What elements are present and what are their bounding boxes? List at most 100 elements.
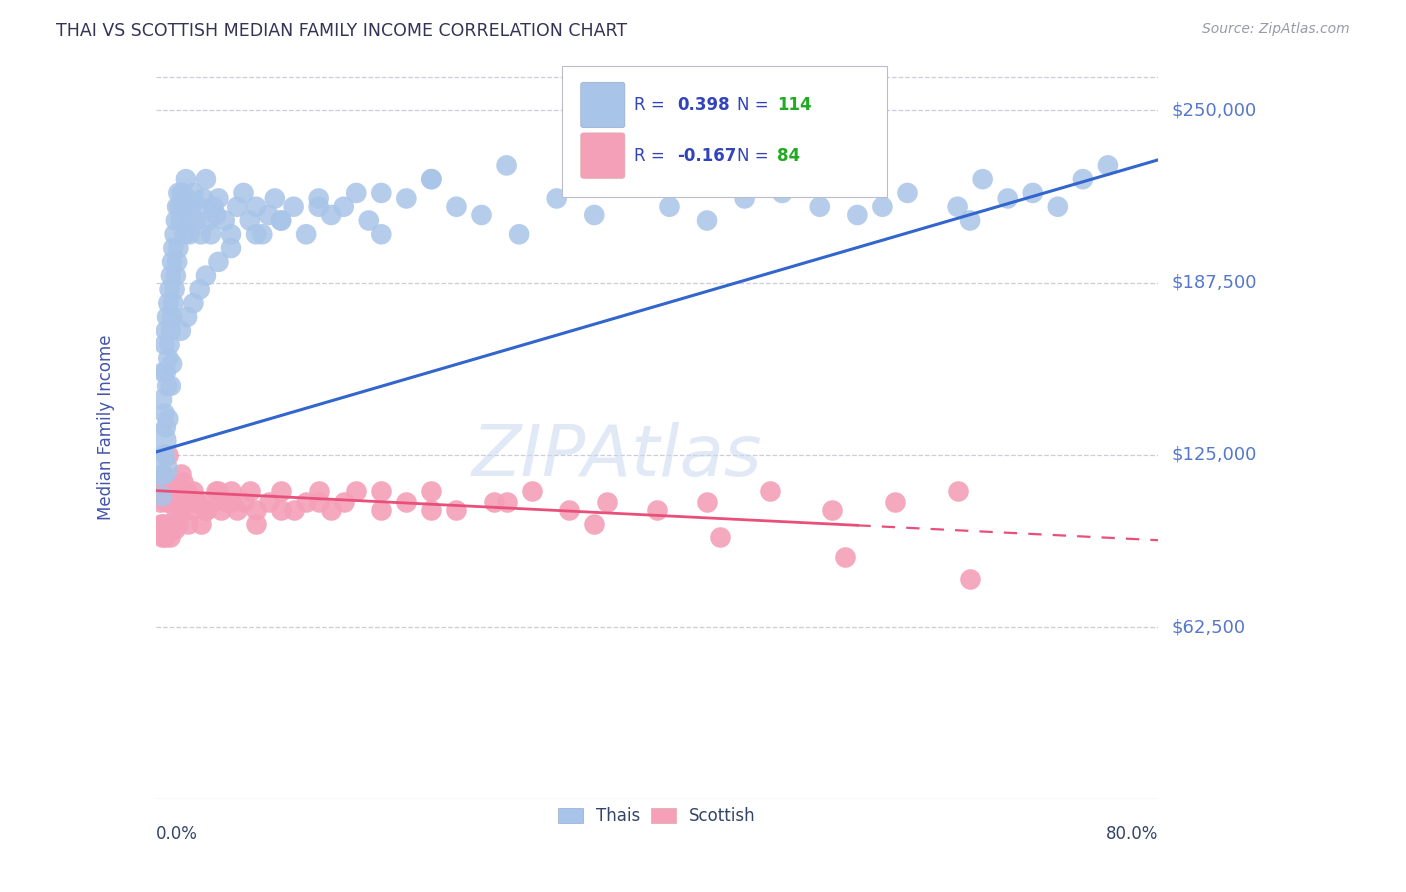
Point: [215, 494, 238, 508]
Point: [148, 434, 170, 448]
Point: [156, 516, 179, 531]
Point: [583, 145, 606, 159]
Point: [169, 503, 191, 517]
Text: R =: R =: [634, 96, 669, 114]
Point: [160, 522, 183, 536]
Point: [671, 172, 693, 186]
Point: [245, 200, 267, 214]
Point: [166, 200, 188, 214]
Point: [200, 494, 222, 508]
Point: [834, 549, 856, 564]
Point: [344, 186, 367, 200]
Point: [179, 227, 201, 242]
Point: [197, 213, 219, 227]
Point: [194, 503, 217, 517]
Point: [160, 516, 183, 531]
Text: 114: 114: [778, 96, 811, 114]
Point: [174, 494, 197, 508]
Point: [156, 310, 179, 324]
Point: [163, 282, 186, 296]
Point: [446, 200, 468, 214]
Point: [160, 310, 183, 324]
Text: 0.0%: 0.0%: [156, 825, 198, 843]
Point: [205, 208, 228, 222]
Point: [1071, 172, 1094, 186]
Point: [207, 191, 229, 205]
Point: [308, 494, 330, 508]
Point: [239, 483, 262, 498]
Point: [194, 172, 217, 186]
Point: [770, 186, 793, 200]
FancyBboxPatch shape: [581, 133, 624, 178]
Point: [239, 213, 262, 227]
Point: [946, 483, 969, 498]
Text: N =: N =: [737, 96, 773, 114]
Point: [252, 227, 274, 242]
Point: [219, 494, 242, 508]
Point: [160, 255, 183, 269]
Point: [160, 475, 183, 490]
Point: [946, 200, 969, 214]
Point: [821, 503, 844, 517]
Point: [370, 483, 392, 498]
Point: [159, 282, 181, 296]
Point: [395, 191, 418, 205]
Point: [159, 531, 181, 545]
Point: [157, 475, 180, 490]
Point: [283, 200, 305, 214]
Point: [174, 172, 197, 186]
Text: THAI VS SCOTTISH MEDIAN FAMILY INCOME CORRELATION CHART: THAI VS SCOTTISH MEDIAN FAMILY INCOME CO…: [56, 22, 627, 40]
Point: [160, 324, 183, 338]
Text: 0.398: 0.398: [676, 96, 730, 114]
Point: [270, 213, 292, 227]
Text: $250,000: $250,000: [1173, 102, 1257, 120]
Point: [163, 522, 186, 536]
Point: [420, 172, 443, 186]
FancyBboxPatch shape: [581, 82, 624, 128]
Point: [645, 503, 668, 517]
Point: [321, 208, 343, 222]
Point: [209, 503, 232, 517]
Text: $125,000: $125,000: [1173, 446, 1257, 464]
Point: [283, 503, 305, 517]
Point: [150, 467, 173, 481]
Point: [170, 324, 193, 338]
Point: [165, 213, 187, 227]
Point: [270, 213, 292, 227]
Point: [155, 365, 177, 379]
Text: N =: N =: [737, 146, 773, 165]
Point: [166, 255, 188, 269]
Point: [159, 494, 181, 508]
Point: [169, 200, 191, 214]
Point: [163, 483, 186, 498]
Point: [180, 503, 202, 517]
Point: [173, 227, 195, 242]
Point: [205, 483, 228, 498]
Point: [420, 483, 443, 498]
Point: [172, 200, 194, 214]
Point: [190, 516, 212, 531]
Point: [696, 494, 718, 508]
Point: [308, 483, 330, 498]
Point: [219, 227, 242, 242]
Point: [308, 191, 330, 205]
Point: [226, 503, 249, 517]
Point: [165, 268, 187, 283]
Point: [160, 268, 183, 283]
Point: [162, 241, 184, 255]
Point: [620, 172, 643, 186]
Point: [226, 200, 249, 214]
Point: [583, 208, 606, 222]
Point: [176, 191, 198, 205]
Point: [167, 516, 190, 531]
Point: [270, 483, 292, 498]
Point: [295, 227, 318, 242]
Legend: Thais, Scottish: Thais, Scottish: [551, 800, 762, 832]
Point: [177, 213, 200, 227]
Point: [959, 572, 981, 586]
Point: [160, 379, 183, 393]
Point: [155, 420, 177, 434]
Point: [245, 227, 267, 242]
Point: [184, 213, 207, 227]
Point: [770, 172, 793, 186]
